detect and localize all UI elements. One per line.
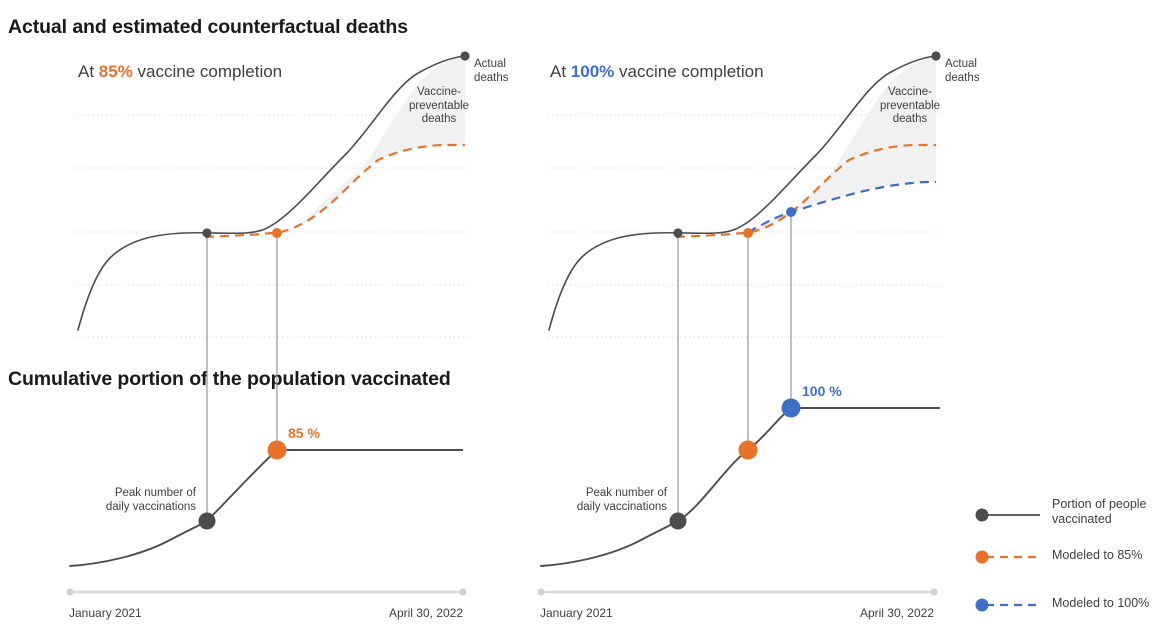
label-preventable-deaths-100-line2: preventable (879, 99, 941, 112)
marker-completion-85-vaccination-100 (738, 440, 758, 460)
marker-peak-deaths-85 (202, 228, 212, 238)
label-peak-vaccination-100-line2: daily vaccinations (576, 500, 667, 513)
panel-heading-100-suffix: vaccine completion (614, 62, 764, 81)
label-preventable-deaths-85: Vaccine- preventable deaths (395, 86, 483, 127)
axis-left (66, 588, 467, 596)
panel-heading-85: At 85% vaccine completion (78, 62, 282, 82)
label-peak-vaccination-100: Peak number of daily vaccinations (557, 487, 667, 514)
marker-completion-100-deaths-100 (786, 207, 796, 217)
line-modeled-85-deaths-100 (675, 143, 936, 239)
shaded-region-preventable-100 (748, 56, 936, 233)
label-actual-deaths-100: Actual deaths (945, 58, 980, 85)
label-actual-deaths-85-line1: Actual (474, 58, 506, 70)
legend-item-modeled-100: Modeled to 100% (972, 588, 1168, 636)
label-actual-deaths-100-line1: Actual (945, 58, 977, 70)
label-peak-vaccination-85: Peak number of daily vaccinations (86, 487, 196, 514)
line-modeled-85-deaths-85 (204, 143, 465, 239)
marker-completion-vaccination-85 (267, 440, 287, 460)
panel-heading-85-suffix: vaccine completion (132, 62, 283, 81)
marker-actual-deaths-endpoint-85 (460, 51, 470, 61)
legend: Portion of people vaccinated Modeled to … (972, 492, 1168, 636)
label-peak-vaccination-85-line2: daily vaccinations (105, 500, 196, 513)
shaded-region-preventable-85 (277, 56, 465, 233)
label-preventable-deaths-100: Vaccine- preventable deaths (866, 86, 954, 127)
panel-heading-100-value: 100% (570, 62, 615, 81)
panel-heading-100-prefix: At (550, 62, 571, 81)
label-peak-vaccination-85-line1: Peak number of (114, 487, 196, 499)
axis-start-label-left: January 2021 (69, 606, 142, 620)
label-actual-deaths-100-line2: deaths (945, 71, 980, 84)
legend-label-vaccinated-line2: vaccinated (1052, 512, 1112, 526)
legend-swatch-dashed-orange-icon (975, 550, 1040, 564)
legend-swatch-dashed-blue-icon (975, 598, 1040, 612)
legend-item-vaccinated: Portion of people vaccinated (972, 492, 1168, 540)
legend-item-modeled-85: Modeled to 85% (972, 540, 1168, 588)
panel-heading-100: At 100% vaccine completion (550, 62, 764, 82)
panel-heading-85-prefix: At (78, 62, 99, 81)
label-peak-vaccination-100-line1: Peak number of (585, 487, 667, 499)
label-preventable-deaths-85-line3: deaths (421, 113, 457, 125)
marker-peak-vaccination-100 (669, 512, 687, 530)
axis-end-label-right: April 30, 2022 (859, 606, 934, 620)
value-label-85: 85 % (288, 425, 320, 441)
label-preventable-deaths-85-line1: Vaccine- (417, 86, 461, 98)
section-title-vaccination: Cumulative portion of the population vac… (8, 368, 451, 390)
axis-right (537, 588, 938, 596)
panel-heading-85-value: 85% (98, 62, 133, 81)
line-actual-deaths-85 (77, 55, 466, 331)
legend-label-vaccinated-line1: Portion of people (1052, 497, 1147, 511)
label-actual-deaths-85: Actual deaths (474, 58, 509, 85)
label-preventable-deaths-85-line2: preventable (408, 99, 470, 112)
legend-label-modeled-85: Modeled to 85% (1052, 548, 1143, 562)
marker-peak-deaths-100 (673, 228, 683, 238)
line-vaccination-85 (69, 449, 278, 567)
axis-start-label-right: January 2021 (540, 606, 613, 620)
marker-completion-100-vaccination-100 (781, 398, 801, 418)
legend-label-modeled-100: Modeled to 100% (1052, 596, 1150, 610)
label-actual-deaths-85-line2: deaths (474, 71, 509, 84)
axis-end-label-left: April 30, 2022 (388, 606, 463, 620)
legend-swatch-solid-icon (975, 508, 1040, 522)
marker-actual-deaths-endpoint-100 (931, 51, 941, 61)
value-label-100: 100 % (802, 383, 842, 399)
marker-completion-85-deaths-100 (743, 228, 753, 238)
marker-completion-deaths-85 (272, 228, 282, 238)
label-preventable-deaths-100-line1: Vaccine- (888, 86, 932, 98)
marker-peak-vaccination-85 (198, 512, 216, 530)
line-modeled-100-deaths-100 (747, 180, 937, 233)
legend-label-vaccinated: Portion of people vaccinated (1052, 497, 1172, 527)
page-title: Actual and estimated counterfactual deat… (8, 16, 408, 38)
label-preventable-deaths-100-line3: deaths (892, 113, 928, 125)
line-actual-deaths-100 (548, 55, 937, 331)
